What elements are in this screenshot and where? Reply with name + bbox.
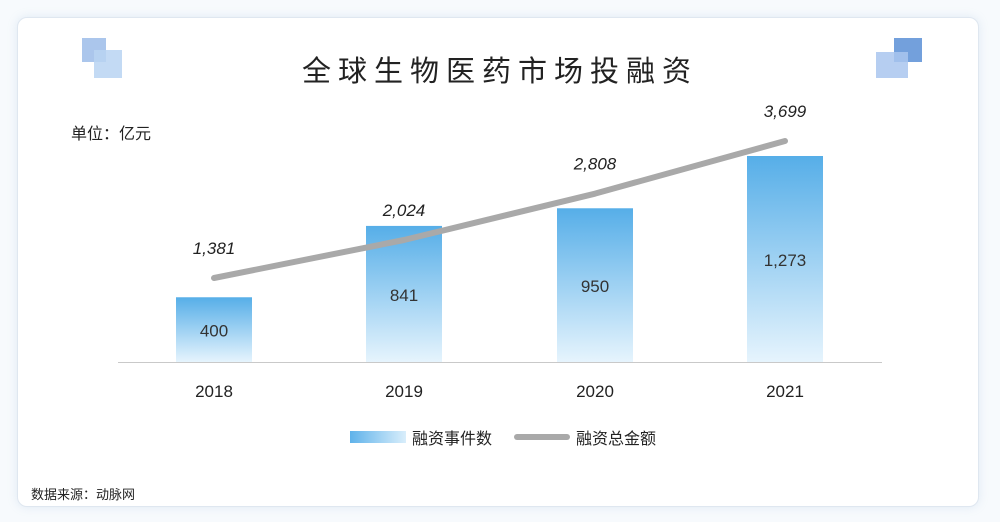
legend-bar-label: 融资事件数	[412, 429, 493, 448]
legend: 融资事件数 融资总金额	[350, 425, 656, 449]
source-note: 数据来源：动脉网	[31, 488, 136, 503]
bar-value-label: 950	[581, 277, 609, 296]
bar-2020	[557, 208, 633, 362]
x-tick-label: 2018	[195, 382, 233, 401]
chart-title: 全球生物医药市场投融资	[301, 54, 698, 88]
bar-value-label: 400	[200, 322, 228, 341]
legend-bar-swatch	[350, 431, 406, 443]
bar-2019	[366, 225, 442, 362]
bar-2021	[747, 156, 823, 362]
legend-line-swatch	[514, 434, 571, 440]
line-value-label: 2,808	[573, 155, 617, 174]
total-amount-line	[211, 138, 788, 281]
x-tick-label: 2020	[576, 382, 614, 401]
x-tick-label: 2021	[766, 382, 804, 401]
line-value-label: 1,381	[193, 239, 236, 258]
line-value-label: 2,024	[382, 201, 426, 220]
corner-decoration-left	[82, 38, 126, 82]
bar-value-label: 1,273	[764, 251, 807, 270]
bar-value-label: 841	[390, 286, 418, 305]
line-value-label: 3,699	[764, 102, 807, 121]
legend-line-label: 融资总金额	[576, 429, 657, 448]
bar-2018	[176, 297, 252, 362]
unit-label: 单位：亿元	[71, 124, 152, 143]
x-tick-label: 2019	[385, 382, 423, 401]
corner-decoration-right	[876, 38, 924, 82]
